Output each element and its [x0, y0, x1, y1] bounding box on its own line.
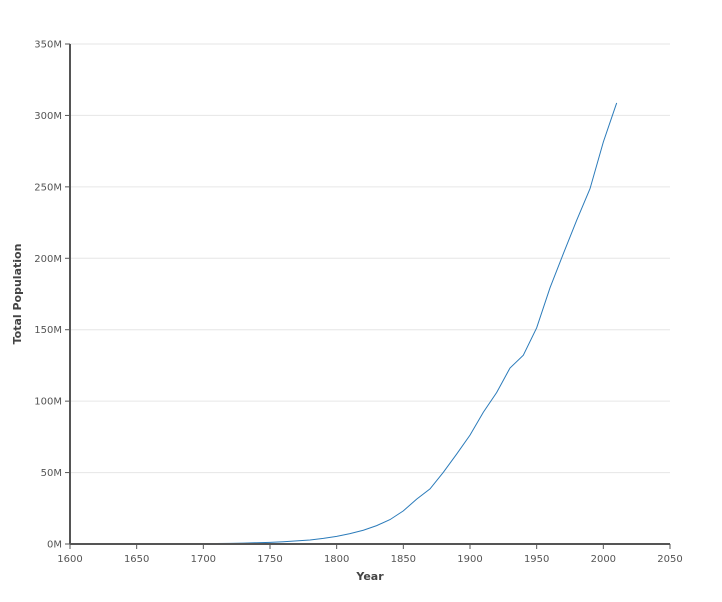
x-tick-label: 1750 [257, 554, 282, 565]
y-tick-label: 250M [34, 182, 62, 193]
x-tick-label: 1950 [524, 554, 549, 565]
x-tick-label: 1850 [391, 554, 416, 565]
x-tick-label: 1700 [191, 554, 216, 565]
y-tick-label: 350M [34, 40, 62, 51]
x-tick-label: 2050 [657, 554, 682, 565]
x-tick-label: 1900 [457, 554, 482, 565]
x-axis-ticks: 1600 1650 1700 1750 1800 1850 1900 1950 2000 2050 [57, 544, 683, 565]
gridlines [70, 43, 670, 474]
y-tick-label: 0M [47, 540, 62, 551]
y-tick-label: 50M [41, 468, 62, 479]
y-tick-label: 200M [34, 254, 62, 265]
population-series-line [83, 102, 618, 545]
x-tick-label: 2000 [591, 554, 616, 565]
x-tick-label: 1650 [124, 554, 149, 565]
x-tick-label: 1600 [57, 554, 82, 565]
x-axis-title: Year [355, 570, 384, 583]
y-tick-label: 100M [34, 397, 62, 408]
y-tick-label: 300M [34, 111, 62, 122]
x-tick-label: 1800 [324, 554, 349, 565]
y-axis-title: Total Population [11, 244, 24, 345]
y-axis-ticks: 0M 50M 100M 150M 200M 250M 300M 350M [34, 40, 70, 551]
y-tick-label: 150M [34, 325, 62, 336]
